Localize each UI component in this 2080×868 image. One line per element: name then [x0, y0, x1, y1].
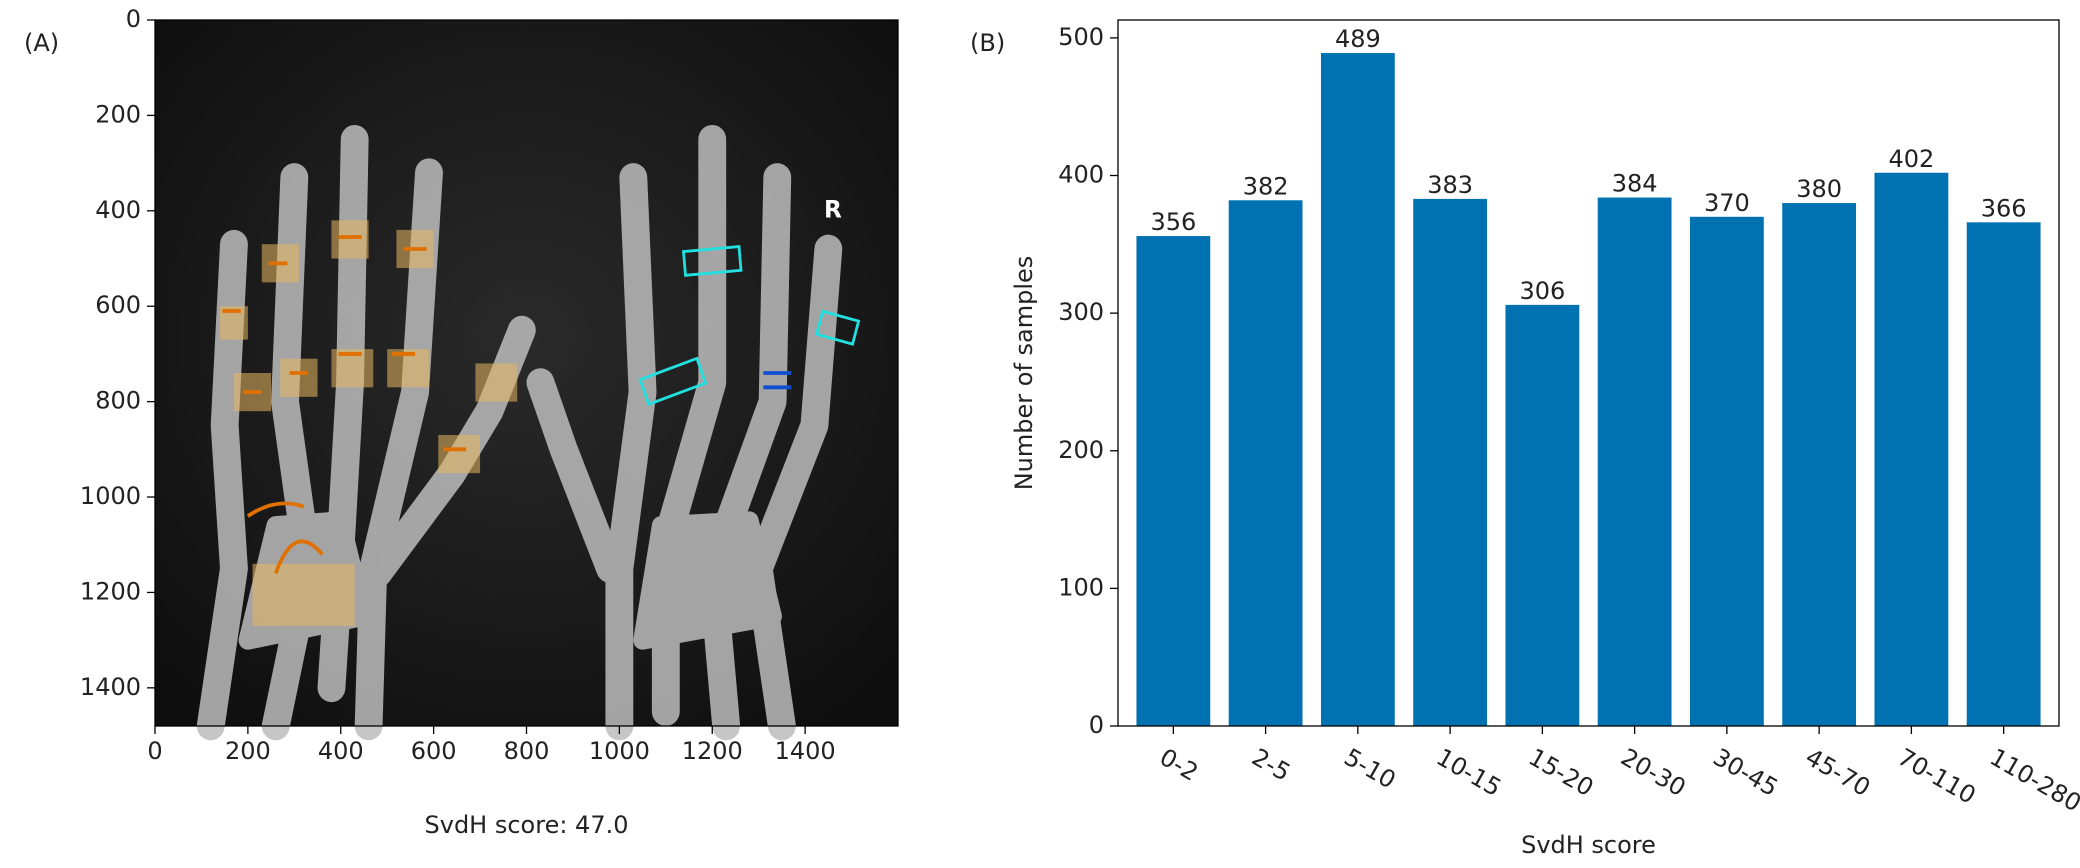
annotation: R: [824, 195, 842, 223]
y-tick-label: 300: [1058, 298, 1104, 326]
x-tick-label: 20-30: [1616, 743, 1690, 802]
y-tick-label: 600: [95, 291, 141, 319]
y-tick-label: 0: [1089, 711, 1104, 739]
xray-image: R: [155, 20, 898, 741]
erosion-marks: [222, 235, 467, 575]
x-axis-label: SvdH score: [1521, 831, 1656, 859]
arrows: [763, 371, 792, 390]
panel-label: (B): [970, 29, 1005, 57]
x-axis-label: SvdH score: 47.0: [425, 811, 629, 839]
x-tick-label: 70-110: [1893, 743, 1981, 810]
x-tick-label: 10-15: [1432, 743, 1506, 802]
x-tick-label: 1400: [775, 737, 836, 765]
y-axis-label: Number of samples: [1010, 256, 1038, 491]
value-label: 489: [1335, 25, 1381, 53]
x-tick-label: 1200: [682, 737, 743, 765]
y-tick-label: 400: [95, 196, 141, 224]
right-hand: [526, 124, 843, 741]
x-tick-label: 45-70: [1801, 743, 1875, 802]
x-tick-label: 1000: [589, 737, 650, 765]
y-tick-label: 500: [1058, 23, 1104, 51]
y-tick-label: 400: [1058, 161, 1104, 189]
bar: [1597, 197, 1672, 726]
x-tick-label: 0: [147, 737, 162, 765]
value-label: 383: [1427, 171, 1473, 199]
panel-label: (A): [24, 29, 59, 57]
x-tick-label: 2-5: [1247, 743, 1295, 787]
y-tick-label: 200: [1058, 436, 1104, 464]
bar: [1320, 53, 1395, 727]
x-tick-label: 200: [225, 737, 271, 765]
y-tick-label: 0: [126, 5, 141, 33]
y-tick-label: 1000: [80, 482, 141, 510]
joint-highlights: [220, 220, 518, 626]
value-label: 380: [1796, 175, 1842, 203]
bar: [1136, 236, 1211, 726]
value-label: 366: [1981, 194, 2027, 222]
value-label: 402: [1888, 145, 1934, 173]
x-tick-label: 5-10: [1339, 743, 1400, 794]
x-tick-label: 110-280: [1985, 743, 2080, 817]
y-tick-label: 1200: [80, 577, 141, 605]
x-tick-label: 600: [411, 737, 457, 765]
value-label: 370: [1704, 189, 1750, 217]
x-tick-label: 15-20: [1524, 743, 1598, 802]
value-label: 306: [1519, 277, 1565, 305]
bar: [1689, 216, 1764, 726]
value-label: 382: [1243, 172, 1289, 200]
bar: [1966, 222, 2041, 727]
y-tick-label: 200: [95, 100, 141, 128]
x-tick-label: 800: [504, 737, 550, 765]
y-tick-label: 1400: [80, 673, 141, 701]
y-tick-label: 800: [95, 387, 141, 415]
bar: [1874, 172, 1949, 726]
x-tick-label: 30-45: [1708, 743, 1782, 802]
bar: [1228, 200, 1303, 726]
x-tick-label: 400: [318, 737, 364, 765]
bar: [1782, 203, 1857, 726]
y-tick-label: 100: [1058, 573, 1104, 601]
narrowing-boxes: [638, 244, 861, 407]
value-label: 356: [1150, 208, 1196, 236]
bar: [1505, 304, 1580, 726]
axes-frame: [1117, 19, 2060, 727]
value-label: 384: [1612, 170, 1658, 198]
bar: [1413, 198, 1488, 726]
x-tick-label: 0-2: [1155, 743, 1203, 787]
